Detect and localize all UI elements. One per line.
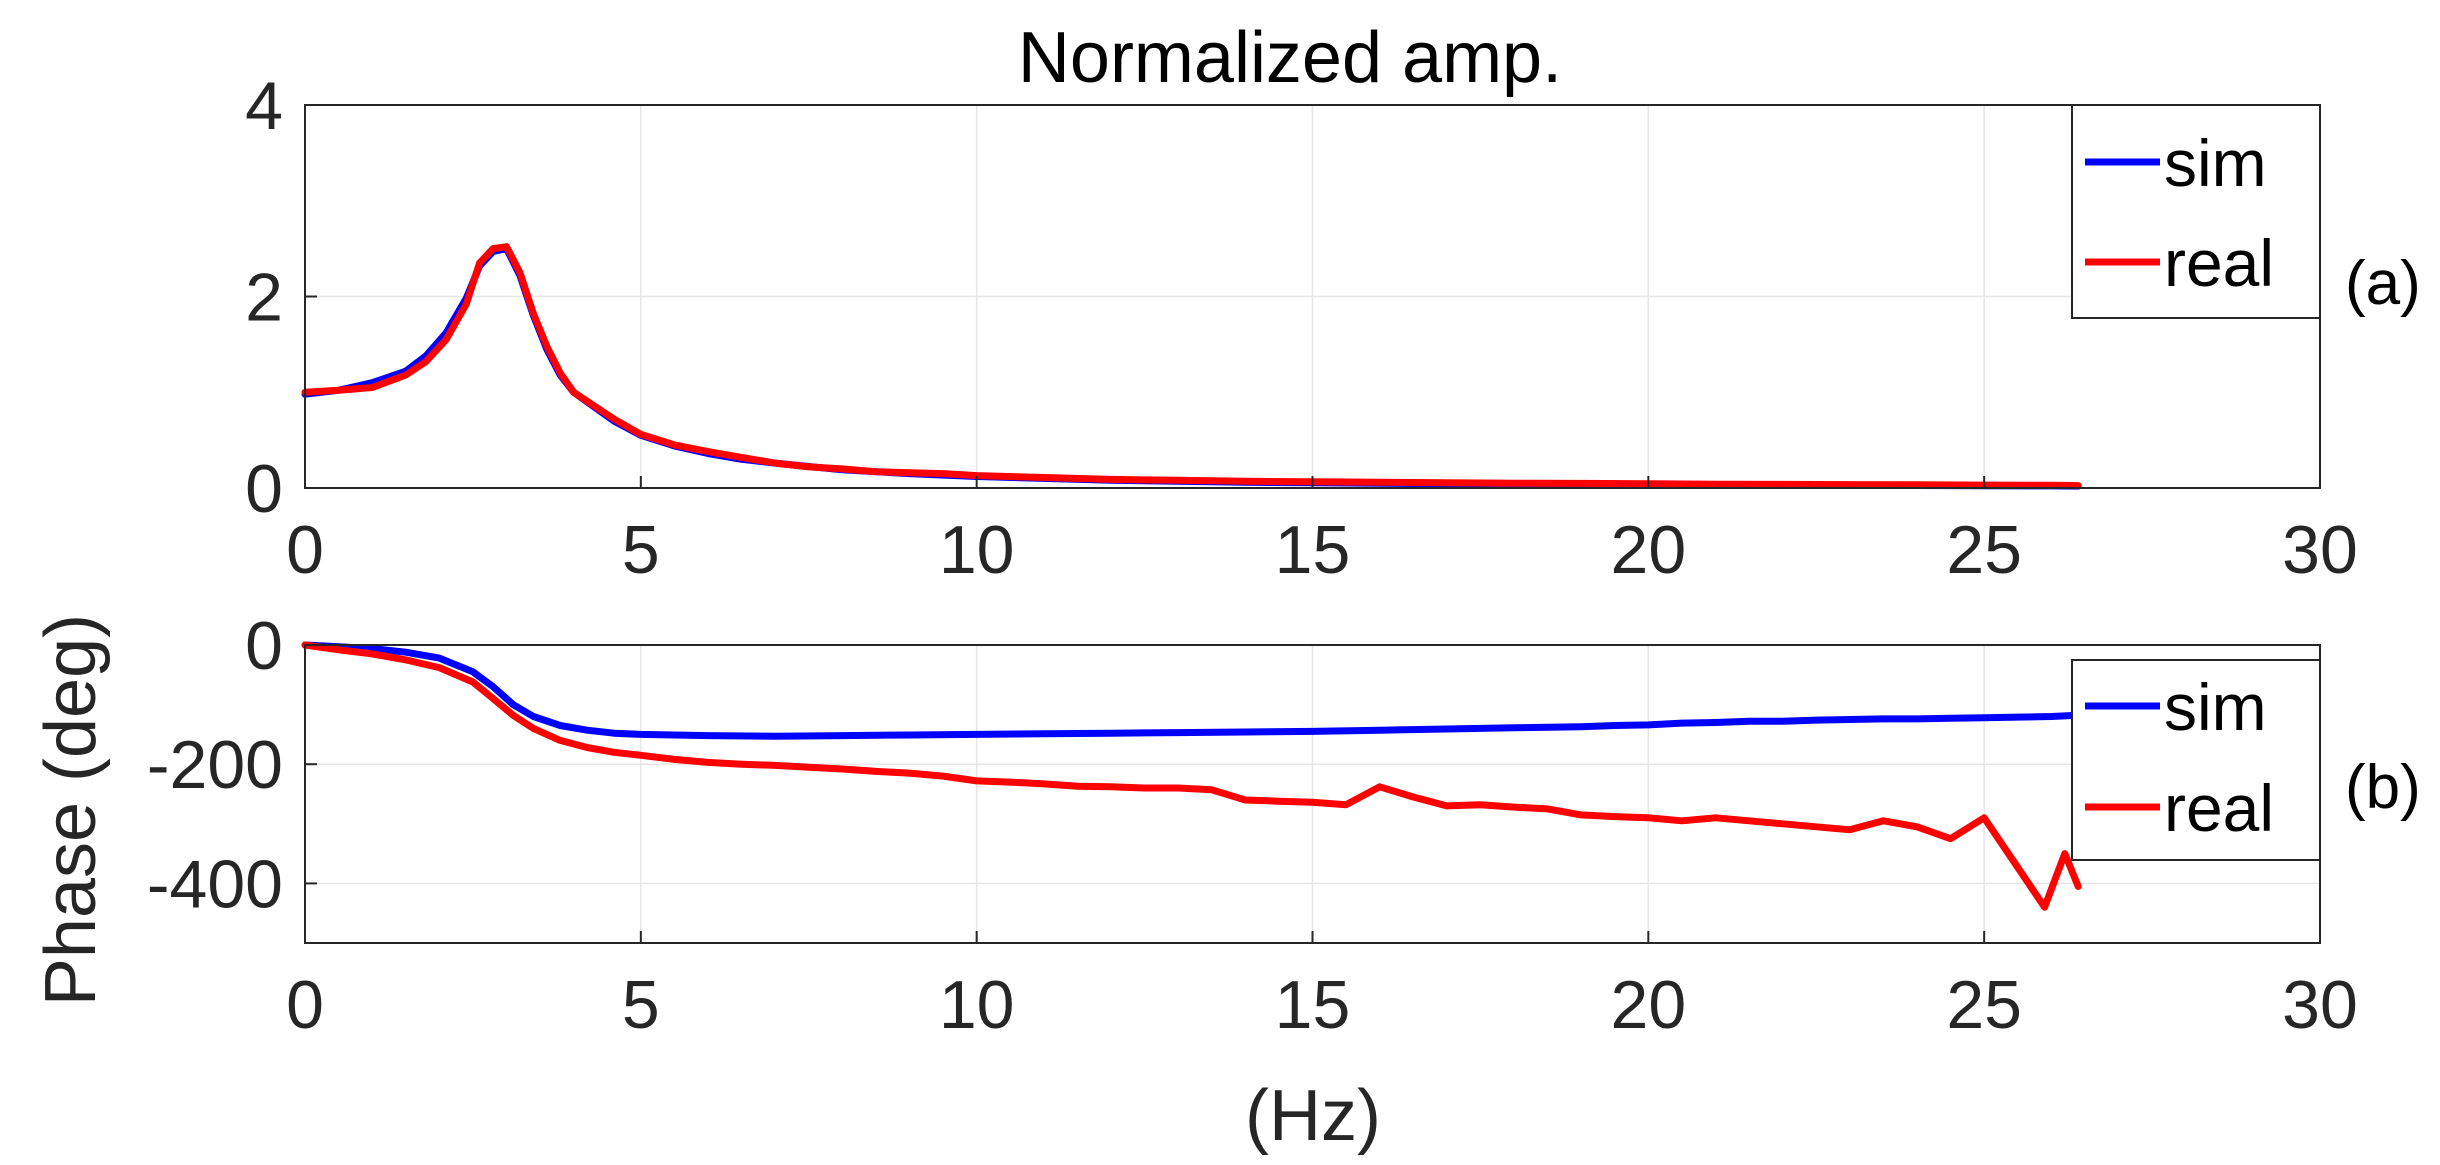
- amplitude-x-ticks: 0 5 10 15 20 25 30: [286, 476, 2358, 588]
- phase-x-tick-label: 10: [939, 967, 1015, 1043]
- amplitude-x-tick-label: 5: [622, 512, 660, 588]
- amplitude-series-real-line: [301, 243, 2082, 490]
- amplitude-x-tick-label: 0: [286, 512, 324, 588]
- phase-legend-sim-label: sim: [2164, 670, 2267, 744]
- y-axis-label: Phase (deg): [31, 614, 111, 1006]
- phase-x-tick-label: 0: [286, 967, 324, 1043]
- amplitude-y-tick-label: 2: [245, 260, 283, 336]
- phase-x-tick-label: 25: [1946, 967, 2022, 1043]
- amplitude-panel-label: (a): [2345, 249, 2421, 318]
- amplitude-title: Normalized amp.: [1018, 18, 1562, 98]
- phase-x-tick-label: 20: [1611, 967, 1687, 1043]
- amplitude-y-tick-label: 0: [245, 451, 283, 527]
- phase-y-ticks: 0 -200 -400: [147, 608, 317, 922]
- amplitude-legend[interactable]: sim real: [2071, 104, 2321, 319]
- phase-y-tick-label: -400: [147, 846, 283, 922]
- phase-lines: [301, 641, 2082, 911]
- phase-x-tick-label: 30: [2282, 967, 2358, 1043]
- phase-legend[interactable]: sim real: [2071, 659, 2321, 861]
- phase-x-tick-label: 15: [1275, 967, 1351, 1043]
- amplitude-panel: 0 5 10 15 20 25 30 0 2 4 Normalized amp. sim rea…: [245, 18, 2421, 588]
- phase-series-real-line: [301, 641, 2082, 911]
- phase-legend-box: [2071, 659, 2321, 861]
- amplitude-x-tick-label: 30: [2282, 512, 2358, 588]
- phase-x-tick-label: 5: [622, 967, 660, 1043]
- amplitude-y-tick-label: 4: [245, 68, 283, 144]
- phase-panel: 0 5 10 15 20 25 30 0 -200 -400 sim real (b) (Hz)…: [31, 608, 2421, 1156]
- amplitude-legend-real-label: real: [2164, 226, 2274, 300]
- amplitude-x-tick-label: 25: [1946, 512, 2022, 588]
- phase-y-tick-label: 0: [245, 608, 283, 684]
- phase-series-sim-line: [301, 641, 2082, 740]
- phase-x-ticks: 0 5 10 15 20 25 30: [286, 931, 2358, 1043]
- amplitude-legend-sim-label: sim: [2164, 126, 2267, 200]
- phase-panel-label: (b): [2345, 753, 2421, 822]
- phase-legend-real-label: real: [2164, 771, 2274, 845]
- amplitude-legend-box: [2071, 104, 2321, 319]
- amplitude-y-ticks: 0 2 4: [245, 68, 317, 527]
- amplitude-lines: [301, 243, 2082, 490]
- amplitude-x-tick-label: 15: [1275, 512, 1351, 588]
- x-axis-label: (Hz): [1245, 1076, 1381, 1156]
- amplitude-x-tick-label: 20: [1611, 512, 1687, 588]
- phase-y-tick-label: -200: [147, 727, 283, 803]
- amplitude-x-tick-label: 10: [939, 512, 1015, 588]
